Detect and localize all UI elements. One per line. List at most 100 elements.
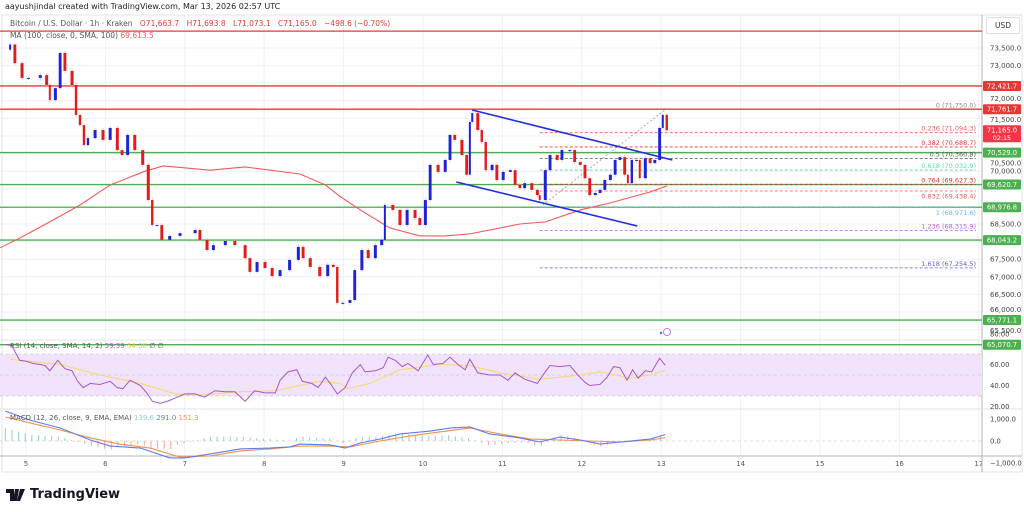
- price-chart[interactable]: 5 6 7 8 9 10 11 12 13 14 15 16 17 73,500.0 73,000.0 72,…: [0, 0, 1024, 480]
- tradingview-logo[interactable]: TradingView: [6, 487, 120, 502]
- candle-up: [193, 229, 197, 234]
- candle-down: [20, 63, 24, 78]
- fib-trend-line[interactable]: [539, 109, 666, 208]
- candle-up: [658, 127, 662, 160]
- level-price-label: 68,043.2: [987, 237, 1017, 245]
- level-price-label: 70,529.0: [987, 149, 1017, 157]
- candle-down: [413, 209, 417, 219]
- candle-down: [331, 264, 335, 267]
- candle-down: [530, 183, 534, 190]
- candle-up: [501, 171, 505, 180]
- x-tick-label: 12: [577, 460, 586, 468]
- macd-line: [5, 410, 666, 459]
- level-price-label-box: [983, 315, 1021, 326]
- price-tick-label: 67,000.0: [990, 273, 1021, 281]
- price-tick-label: 67,500.0: [990, 256, 1021, 264]
- logo-text: TradingView: [30, 487, 121, 502]
- x-tick-label: 9: [341, 460, 345, 468]
- symbol-name: Bitcoin / U.S. Dollar · 1h · Kraken: [10, 19, 133, 28]
- x-tick-label: 8: [262, 460, 266, 468]
- macd-label: MACD (12, 26, close, 9, EMA, EMA): [10, 414, 132, 422]
- candle-up: [278, 270, 282, 277]
- level-price-label-box: [983, 179, 1021, 190]
- rsi-extra-1: ∅: [149, 342, 156, 350]
- candle-up: [178, 233, 182, 236]
- x-tick-label: 7: [183, 460, 187, 468]
- candle-up: [53, 88, 57, 101]
- currency-button[interactable]: USD: [986, 17, 1020, 34]
- candle-down: [243, 245, 247, 259]
- trendline[interactable]: [456, 181, 638, 227]
- trendline[interactable]: [472, 109, 673, 161]
- last-price-label-box: [983, 125, 1021, 143]
- chart-frame: [1, 14, 1023, 473]
- candle-down: [484, 141, 487, 171]
- ma-label: MA (100, close, 0, SMA, 100): [10, 31, 118, 40]
- level-price-label-box: [983, 104, 1021, 115]
- candle-down: [476, 113, 480, 131]
- level-price-label: 65,070.7: [987, 341, 1017, 349]
- ma-legend: MA (100, close, 0, SMA, 100) 69,613.5: [10, 31, 154, 40]
- candle-down: [588, 178, 592, 196]
- rsi-label: RSI (14, close, SMA, 14, 2): [10, 342, 103, 350]
- price-tick-label: 72,000.0: [990, 95, 1021, 103]
- event-marker-icon[interactable]: [663, 328, 671, 336]
- candle-up: [341, 302, 345, 304]
- candle-down: [115, 127, 119, 151]
- fib-level-label: 1 (68,971.6): [936, 209, 976, 217]
- last-price-label: 71,165.0: [987, 127, 1017, 135]
- candle-down: [101, 130, 105, 140]
- candle-up: [661, 114, 664, 128]
- price-tick-label: 70,500.0: [990, 160, 1021, 168]
- candle-up: [613, 159, 617, 175]
- rsi-sma-line: [10, 358, 666, 396]
- candle-down: [78, 114, 82, 126]
- fib-level-label: 0.382 (70,688.7): [921, 139, 976, 147]
- fib-level-label: 0.618 (70,032.9): [921, 162, 976, 170]
- candle-down: [665, 114, 668, 131]
- fib-level-label: 0.236 (71,094.3): [921, 125, 976, 133]
- candle-up: [211, 245, 215, 251]
- candle-up: [255, 262, 259, 272]
- candle-up: [548, 155, 552, 171]
- fib-level-label: 0.832 (69,438.4): [921, 192, 976, 200]
- candle-up: [168, 235, 172, 240]
- candle-down: [263, 262, 267, 268]
- high-value: H71,693.8: [186, 19, 226, 28]
- candle-down: [555, 155, 559, 160]
- candle-down: [141, 150, 145, 165]
- candle-down: [366, 250, 370, 259]
- candle-up: [423, 200, 427, 226]
- candle-up: [373, 245, 377, 259]
- candle-up: [598, 189, 602, 194]
- candle-up: [86, 138, 90, 146]
- ma100-line: [0, 165, 667, 249]
- candle-up: [635, 159, 639, 161]
- price-tick-label: 73,500.0: [990, 45, 1021, 53]
- candle-up: [618, 157, 622, 160]
- candle-down: [301, 246, 305, 259]
- candle-up: [468, 121, 471, 175]
- rsi-tick-label: 80.00: [990, 331, 1009, 339]
- candle-up: [155, 225, 159, 227]
- x-tick-label: 10: [419, 460, 428, 468]
- change-value: −498.6 (−0.70%): [324, 19, 391, 28]
- candle-down: [538, 195, 541, 201]
- candle-up: [428, 164, 432, 201]
- low-value: L71,073.1: [233, 19, 271, 28]
- candle-up: [353, 270, 357, 301]
- candle-down: [270, 268, 274, 277]
- fib-level-label: 1.618 (67,254.5): [921, 260, 976, 268]
- candle-down: [13, 44, 17, 64]
- candle-down: [160, 225, 164, 240]
- price-tick-label: 66,000.0: [990, 306, 1021, 314]
- countdown-label: 02:15: [993, 135, 1011, 142]
- chart-credit: aayushjindal created with TradingView.co…: [5, 2, 281, 11]
- candle-up: [360, 250, 364, 271]
- level-price-label-box: [983, 80, 1021, 91]
- candle-down: [578, 162, 582, 165]
- price-tick-label: 70,000.0: [990, 168, 1021, 176]
- candle-down: [513, 170, 517, 185]
- level-price-label-box: [983, 339, 1021, 350]
- candle-down: [465, 155, 469, 175]
